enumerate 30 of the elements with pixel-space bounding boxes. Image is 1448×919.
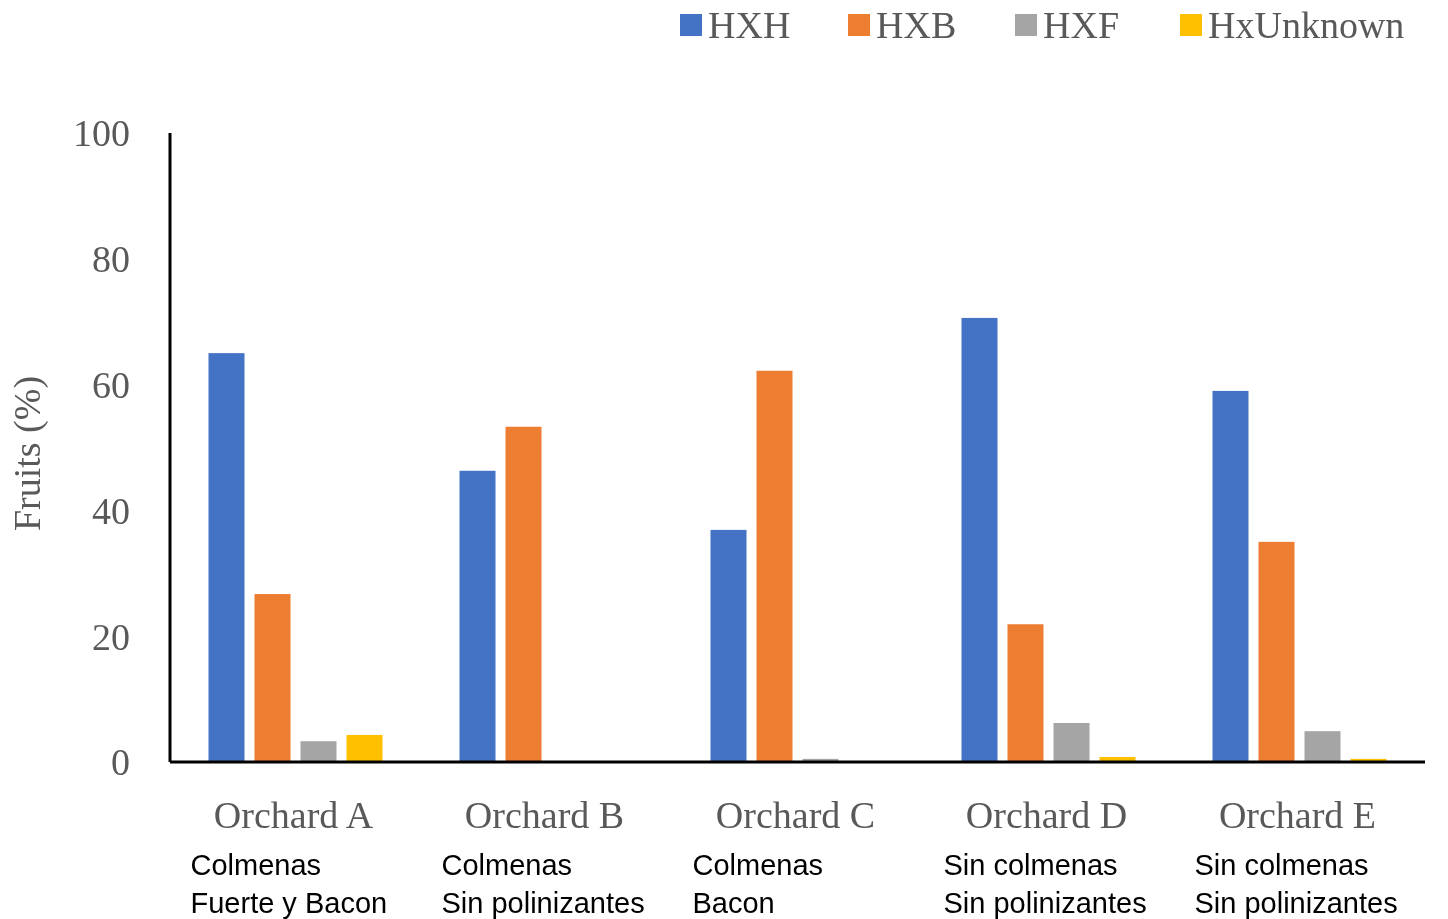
y-tick-label: 80: [92, 238, 130, 281]
x-tick-label: Orchard D Sin colmenas Sin polinizantes: [943, 794, 1147, 919]
bar: [505, 426, 542, 762]
bar: [1304, 731, 1341, 762]
bar: [710, 529, 747, 762]
x-tick-label: Orchard E Sin colmenas Sin polinizantes: [1194, 794, 1398, 919]
legend-label: HXB: [876, 4, 957, 46]
bar: [756, 370, 793, 762]
bar: [1258, 541, 1295, 762]
y-tick-label: 20: [92, 615, 130, 658]
bar: [961, 317, 998, 762]
legend-label: HXF: [1043, 4, 1120, 46]
bar: [300, 741, 337, 762]
legend-label: HxUnknown: [1208, 4, 1405, 46]
bar: [346, 734, 383, 762]
x-tick-label: Orchard C Colmenas Bacon: [692, 794, 876, 919]
bar: [254, 594, 291, 762]
x-tick-label: Orchard A Colmenas Fuerte y Bacon: [190, 794, 388, 919]
bar: [208, 353, 245, 762]
bar: [1212, 390, 1249, 762]
x-tick-label: Orchard B Colmenas Sin polinizantes: [441, 794, 645, 919]
y-tick-label: 100: [73, 112, 130, 155]
y-tick-label: 0: [111, 741, 130, 784]
bar: [1053, 723, 1090, 762]
bar: [459, 470, 496, 762]
bar: [1007, 624, 1044, 762]
y-axis-title: Fruits (%): [6, 375, 49, 532]
y-tick-label: 60: [92, 363, 130, 406]
y-tick-label: 40: [92, 489, 130, 532]
legend-label: HXH: [708, 4, 791, 46]
